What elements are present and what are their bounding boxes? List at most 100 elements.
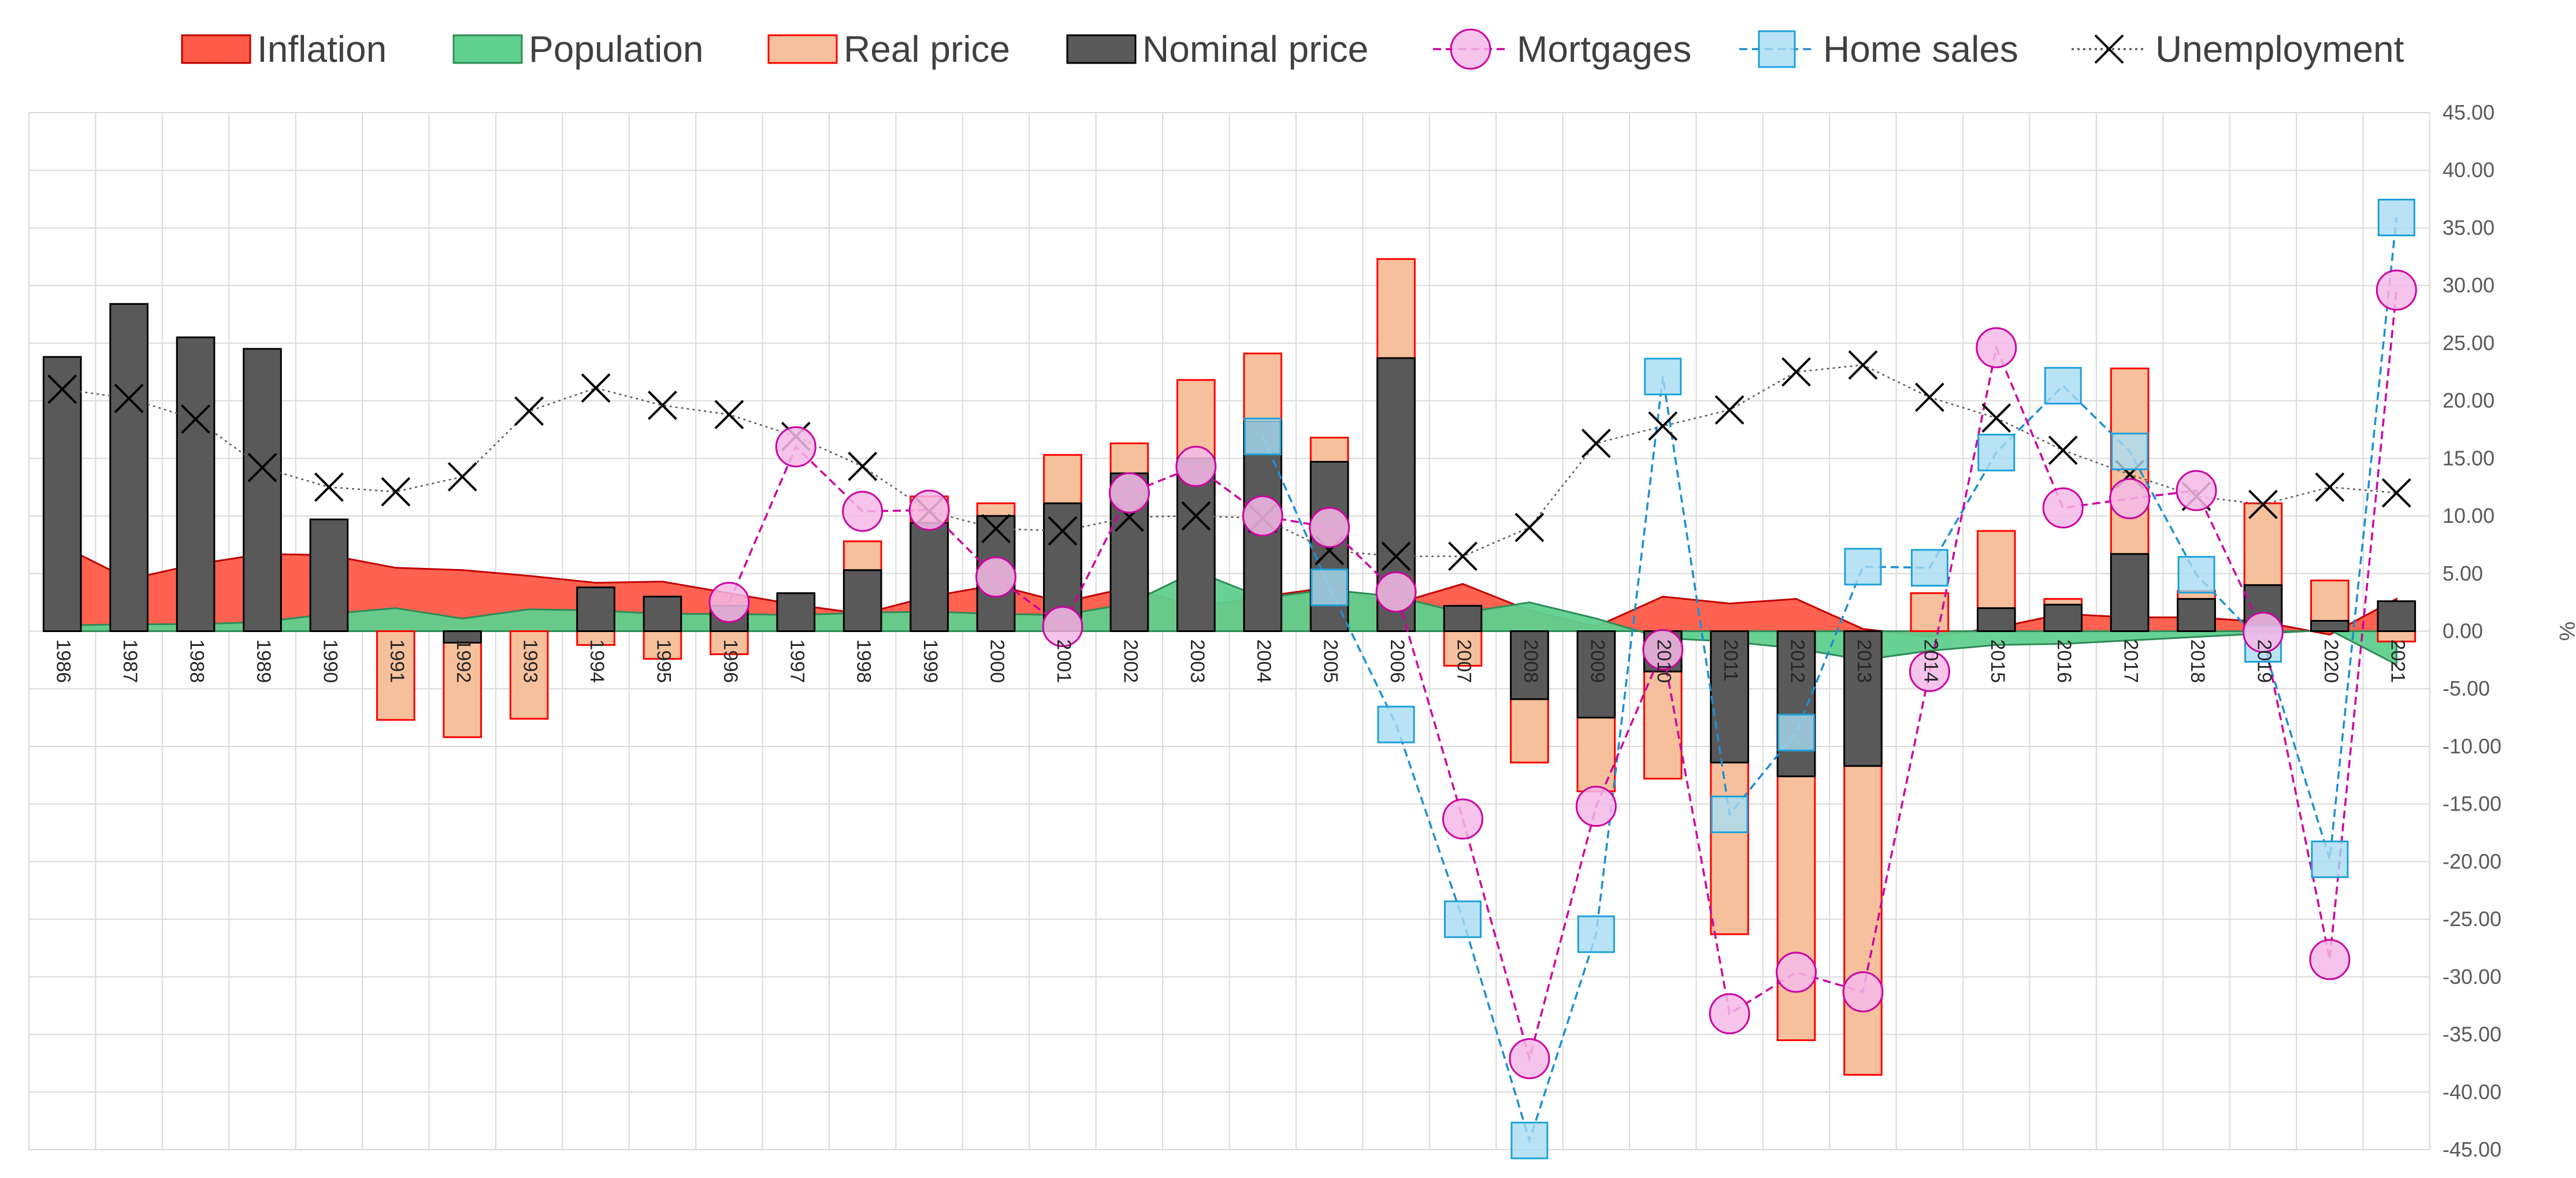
mortgages-marker — [2176, 470, 2217, 511]
mortgages-marker — [1309, 507, 1350, 548]
home-sales-marker — [1710, 796, 1749, 834]
mortgages-marker — [2309, 939, 2351, 980]
unemployment-marker — [1848, 350, 1878, 380]
mortgages-marker — [1108, 472, 1150, 514]
unemployment-marker — [581, 373, 611, 403]
home-sales-marker — [1377, 705, 1415, 744]
mortgages-marker — [1042, 606, 1083, 648]
nominal-price-bar — [309, 518, 349, 632]
unemployment-marker — [1515, 512, 1545, 542]
x-marker-stroke — [2248, 489, 2278, 519]
x-tick-label: 1989 — [253, 640, 274, 683]
y-tick-label: -30.00 — [2443, 965, 2501, 989]
x-marker-stroke — [1581, 428, 1611, 458]
x-marker-stroke — [1981, 403, 2011, 433]
mortgages-marker — [1242, 495, 1283, 537]
home-sales-marker — [1910, 549, 1948, 587]
unemployment-marker — [2048, 435, 2078, 465]
legend-swatch — [1066, 34, 1137, 64]
nominal-price-bar — [2110, 553, 2150, 632]
x-tick-label: 2013 — [1853, 640, 1875, 683]
nominal-price-bar — [2043, 604, 2083, 633]
legend-label: Home sales — [1823, 28, 2018, 70]
mortgages-marker — [1709, 993, 1750, 1035]
x-marker-stroke — [514, 396, 544, 426]
y-tick-label: 15.00 — [2443, 446, 2495, 470]
home-sales-marker — [2377, 198, 2415, 236]
home-sales-marker — [2044, 367, 2082, 405]
x-tick-label: 1990 — [319, 640, 341, 683]
unemployment-marker — [648, 391, 677, 421]
x-marker-stroke — [981, 514, 1011, 544]
legend-item: Unemployment — [2072, 28, 2404, 70]
legend-item: Real price — [767, 28, 1010, 70]
nominal-price-bar — [243, 348, 282, 632]
mortgages-marker — [1375, 571, 1417, 613]
mortgages-marker — [1976, 327, 2017, 369]
home-sales-marker — [1577, 915, 1615, 953]
x-marker-stroke — [2315, 472, 2345, 502]
home-sales-marker — [1777, 714, 1816, 752]
x-marker-stroke — [447, 462, 477, 492]
x-tick-label: 1997 — [786, 640, 808, 683]
legend-label: Real price — [844, 28, 1010, 70]
y-tick-label: 0.00 — [2443, 619, 2483, 643]
legend-swatch — [452, 34, 523, 64]
x-tick-label: 1992 — [452, 640, 474, 683]
x-tick-label: 2015 — [1987, 640, 2009, 683]
mortgages-marker — [1509, 1038, 1550, 1079]
unemployment-marker — [2315, 472, 2345, 502]
legend-item: Mortgages — [1433, 28, 1691, 70]
mortgages-marker — [908, 489, 950, 531]
x-tick-label: 1988 — [186, 640, 208, 683]
mortgages-marker — [1442, 798, 1483, 840]
home-sales-marker — [1311, 568, 1349, 607]
y-tick-label: -25.00 — [2443, 907, 2501, 931]
legend-marker — [2094, 34, 2124, 64]
y-tick-label: 25.00 — [2443, 331, 2495, 355]
y-tick-label: -45.00 — [2443, 1138, 2501, 1161]
x-marker-stroke — [648, 391, 677, 421]
y-tick-label: 45.00 — [2443, 101, 2495, 124]
x-tick-label: 1996 — [719, 640, 741, 683]
home-sales-marker — [1844, 548, 1882, 586]
y-tick-label: -10.00 — [2443, 734, 2501, 758]
mortgages-marker — [1909, 651, 1950, 692]
x-marker-stroke — [1714, 395, 1744, 425]
legend-label: Inflation — [257, 28, 387, 70]
y-axis-unit-label: % — [2555, 622, 2576, 641]
x-tick-label: 2014 — [1920, 640, 1942, 683]
unemployment-marker — [981, 514, 1011, 544]
real-price-bar — [509, 630, 549, 720]
unemployment-marker — [1981, 403, 2011, 433]
legend-label: Population — [529, 28, 703, 70]
x-tick-label: 1986 — [53, 640, 75, 683]
x-tick-label: 1994 — [586, 640, 608, 683]
x-tick-label: 1991 — [386, 640, 408, 683]
x-tick-label: 2004 — [1253, 640, 1275, 683]
unemployment-marker — [314, 472, 344, 502]
mortgages-marker — [2109, 478, 2151, 519]
legend-item: Population — [452, 28, 703, 70]
x-marker-stroke — [581, 373, 611, 403]
legend-label: Nominal price — [1142, 28, 1368, 70]
nominal-price-bar — [576, 586, 615, 633]
x-tick-label: 2020 — [2320, 640, 2342, 683]
x-marker-stroke — [247, 452, 277, 482]
legend-marker — [1758, 30, 1796, 68]
unemployment-marker — [247, 452, 277, 482]
x-marker-stroke — [1048, 516, 1078, 546]
unemployment-marker — [381, 477, 411, 507]
x-tick-label: 1995 — [652, 640, 674, 683]
y-tick-label: -20.00 — [2443, 849, 2501, 873]
mortgages-marker — [842, 490, 884, 532]
nominal-price-bar — [1843, 630, 1883, 767]
y-tick-label: 40.00 — [2443, 158, 2495, 182]
y-tick-label: -40.00 — [2443, 1080, 2501, 1103]
x-marker-stroke — [1515, 512, 1545, 542]
mortgages-marker — [1575, 786, 1617, 827]
mortgages-marker — [2375, 269, 2417, 311]
mortgages-marker — [1175, 445, 1217, 487]
